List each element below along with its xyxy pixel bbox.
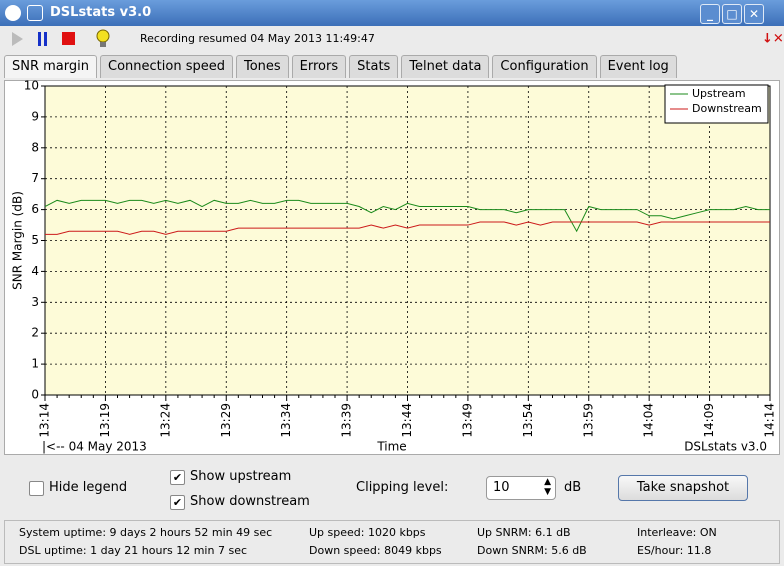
y-tick-label: 0 [31,388,39,402]
clipping-unit: dB [564,480,582,495]
y-tick-label: 10 [24,80,39,93]
tab[interactable]: Connection speed [100,55,233,78]
y-tick-label: 6 [31,202,39,216]
x-tick-label: 13:14 [38,403,52,438]
maximize[interactable]: □ [722,4,742,24]
legend-box [664,84,769,124]
window-title: DSLstats v3.0 [50,5,152,20]
snapshot-button[interactable]: Take snapshot [618,475,748,501]
toolbar: Recording resumed 04 May 2013 11:49:47 ↓… [12,29,784,47]
help-button[interactable] [96,29,110,43]
y-tick-label: 9 [31,109,39,123]
play-button[interactable] [12,32,23,46]
x-tick-label: 13:44 [400,403,414,438]
legend-label: Downstream [692,102,762,115]
down-speed: Down speed: 8049 kbps [309,544,442,557]
y-tick-label: 1 [31,357,39,371]
x-tick-label: 13:19 [98,403,112,438]
x-tick-label: 14:09 [702,403,716,438]
hide-legend-checkbox[interactable] [29,481,44,496]
tab[interactable]: Configuration [492,55,597,78]
x-tick-label: 13:54 [521,403,535,438]
legend-label: Upstream [692,87,746,100]
clipping-label: Clipping level: [356,480,449,495]
x-tick-label: 13:29 [219,403,233,438]
y-tick-label: 4 [31,264,39,278]
stop-button[interactable] [62,32,75,45]
y-tick-label: 5 [31,233,39,247]
close[interactable]: ✕ [744,4,764,24]
interleave: Interleave: ON [637,526,717,539]
spin-arrows[interactable]: ▲ ▼ [544,477,551,497]
y-tick-label: 3 [31,295,39,309]
down-snrm: Down SNRM: 5.6 dB [477,544,587,557]
y-tick-label: 7 [31,171,39,185]
series-line [44,199,770,233]
clipping-value: 10 [493,480,510,495]
tab[interactable]: Errors [291,55,347,78]
x-axis-label: Time [376,440,406,454]
x-tick-label: 14:14 [763,403,777,438]
date-annotation: |<-- 04 May 2013 [42,440,147,454]
show-downstream-checkbox[interactable]: ✔ [170,495,185,510]
minimize[interactable]: _ [700,4,720,24]
pause-button [44,32,47,46]
x-tick-label: 13:49 [460,403,474,438]
status-message: Recording resumed 04 May 2013 11:49:47 [140,32,375,45]
exit-button[interactable]: ↓✕ [762,32,784,47]
show-upstream-label: Show upstream [190,469,292,484]
help-icon-base [100,42,106,47]
clipping-spinbox[interactable]: 10 ▲ ▼ [486,476,556,500]
app-icon [5,5,21,21]
y-axis-label: SNR Margin (dB) [11,191,25,290]
show-upstream-checkbox[interactable]: ✔ [170,470,185,485]
tab-bar: SNR margin Connection speed Tones Errors Sta… [4,55,677,78]
es-hour: ES/hour: 11.8 [637,544,712,557]
menu-icon[interactable] [27,5,43,21]
pause-button[interactable] [38,32,41,46]
x-tick-label: 13:39 [340,403,354,438]
show-downstream-label: Show downstream [190,494,310,509]
chart: 0 1 2 3 4 5 6 7 8 9 10 13:14 13:19 13:24 13:29 13:34 13:… [11,80,777,454]
y-tick-label: 8 [31,140,39,154]
system-uptime: System uptime: 9 days 2 hours 52 min 49 … [19,526,273,539]
tab[interactable]: Telnet data [401,55,490,78]
y-tick-label: 2 [31,326,39,340]
up-speed: Up speed: 1020 kbps [309,526,426,539]
title-bar: DSLstats v3.0 _ □ ✕ [0,0,784,26]
series-line [45,221,770,235]
x-tick-label: 14:04 [642,403,656,438]
hide-legend-label: Hide legend [49,480,128,495]
dsl-uptime: DSL uptime: 1 day 21 hours 12 min 7 sec [19,544,248,557]
x-tick-label: 13:59 [581,403,595,438]
status-bar: System uptime: 9 days 2 hours 52 min 49 … [4,520,780,564]
up-snrm: Up SNRM: 6.1 dB [477,526,571,539]
tab[interactable]: SNR margin [4,55,97,78]
x-tick-label: 13:24 [158,403,172,438]
tab[interactable]: Event log [599,55,677,78]
x-tick-label: 13:34 [279,403,293,438]
version-annotation: DSLstats v3.0 [684,440,767,454]
tab[interactable]: Stats [349,55,399,78]
tab[interactable]: Tones [235,55,289,78]
